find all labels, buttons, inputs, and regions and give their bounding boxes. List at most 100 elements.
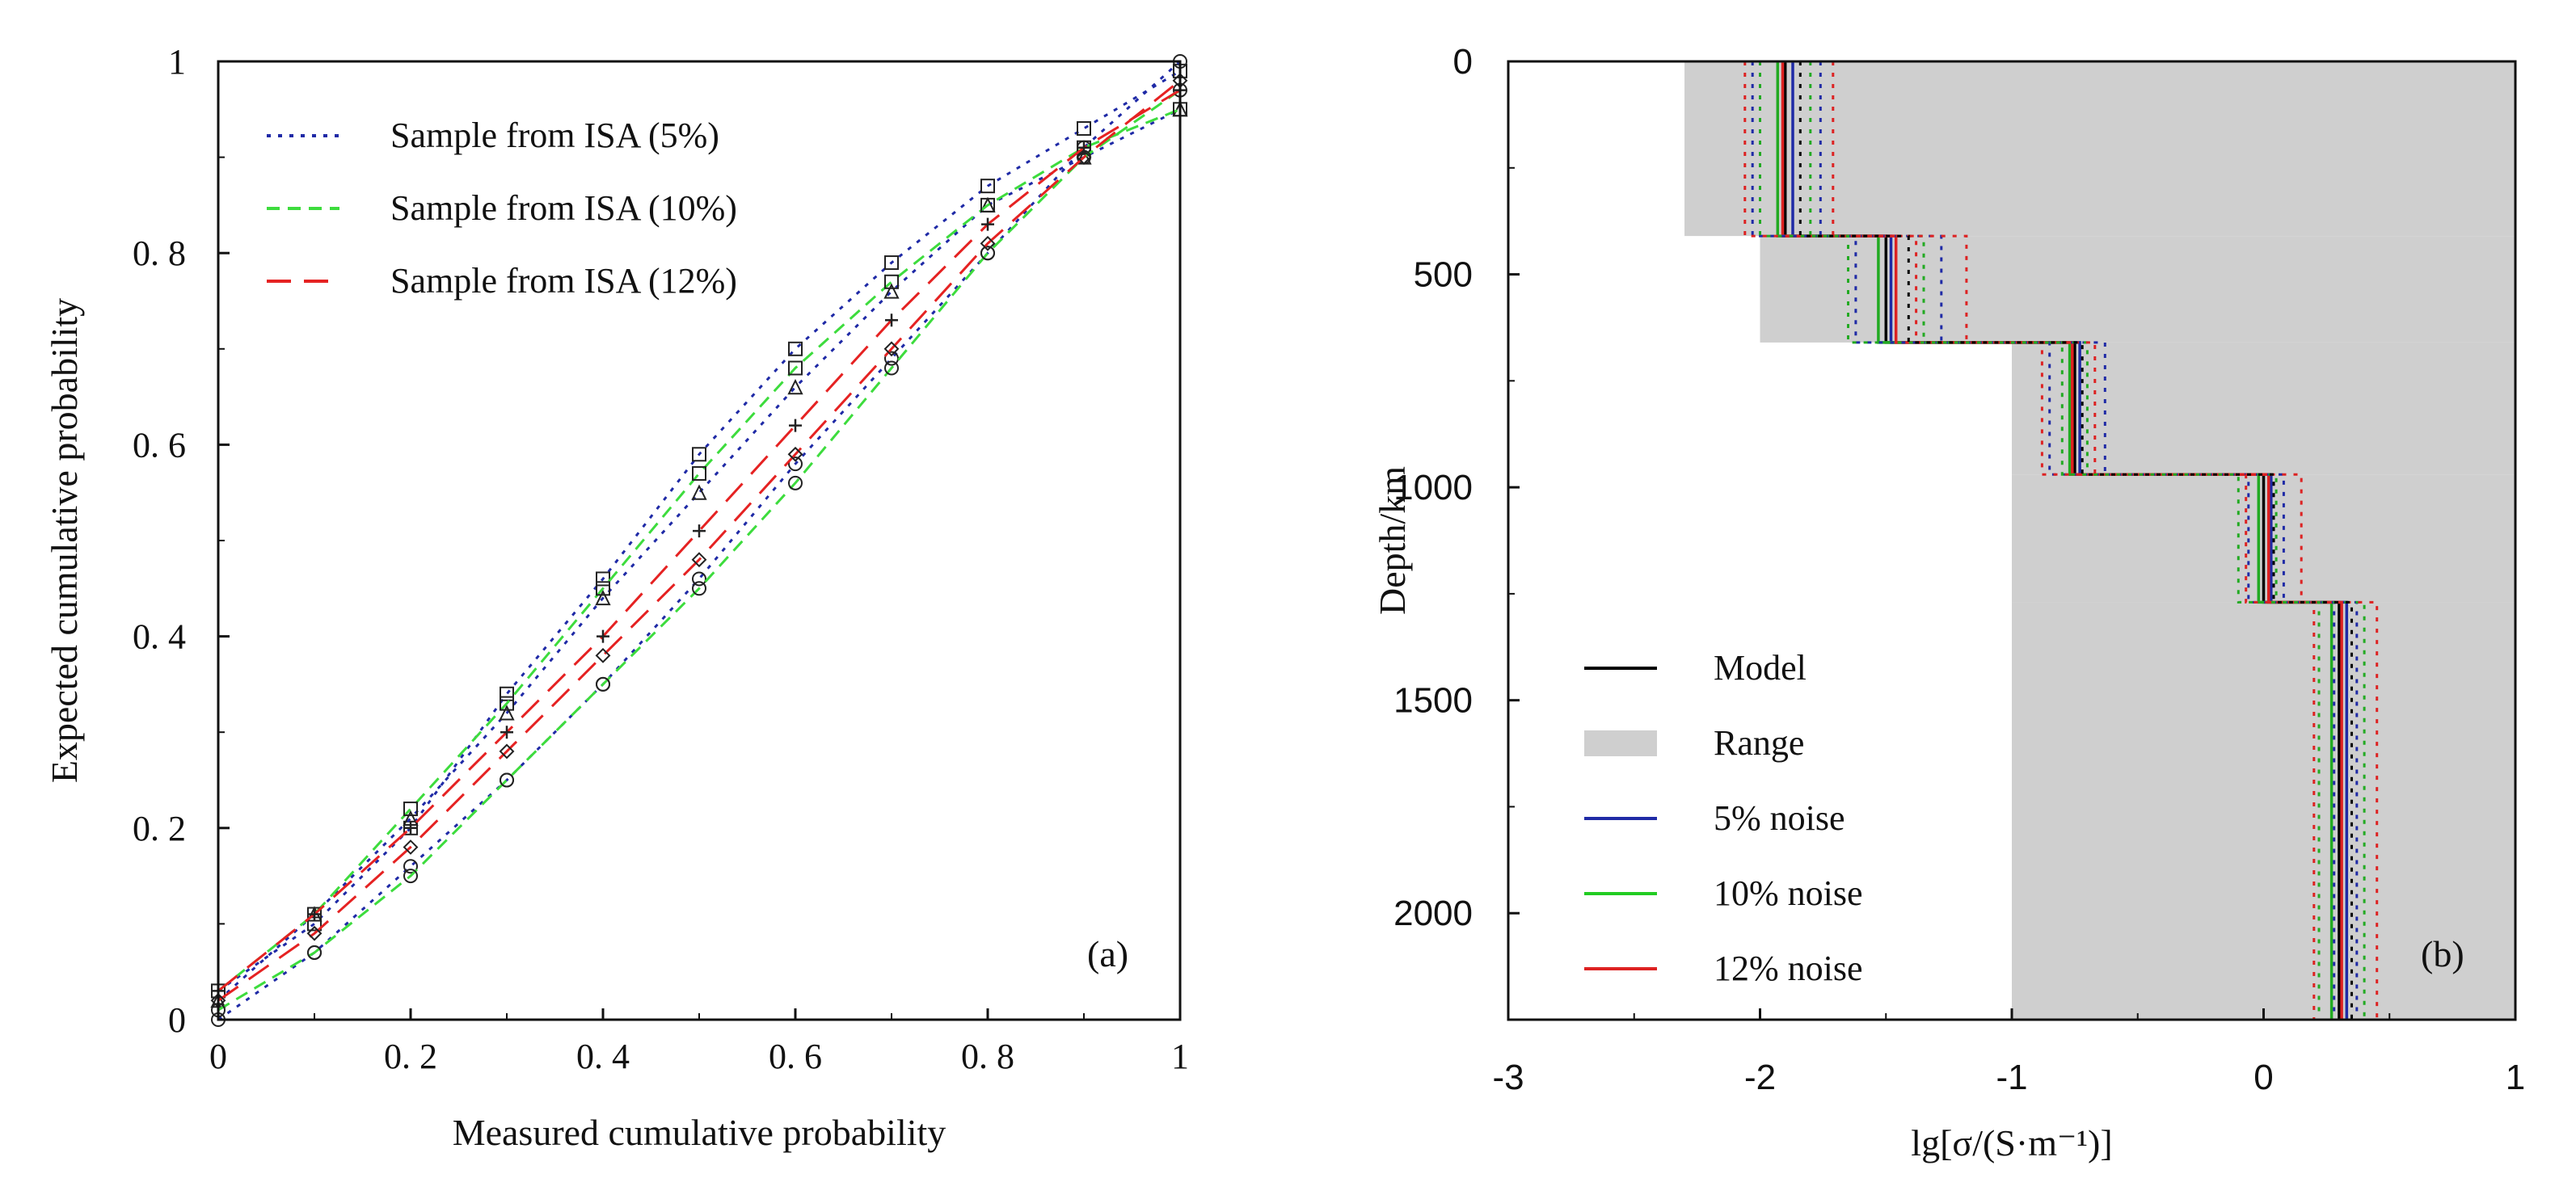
a-data-point [787,379,803,395]
a-series-line [217,69,1181,992]
a-x-tick-label: 0. 6 [769,1037,822,1076]
a-series-group [210,54,1188,1027]
a-series-line [217,107,1181,1002]
a-data-point [883,341,900,357]
b-y-tick-label: 500 [1414,255,1473,295]
b-profile-line [1809,61,2366,1020]
a-data-point [883,283,900,299]
b-range-layer [2012,342,2515,475]
b-profile-line [1759,61,2321,1020]
b-legend-entry: 10% noise [1714,873,1863,913]
a-x-tick-label: 1 [1171,1037,1189,1076]
a-data-point [789,419,802,432]
a-x-tick-label: 0. 8 [961,1037,1014,1076]
b-range-layer [2012,602,2515,1020]
a-data-point [692,465,706,481]
b-x-axis-label: lg[σ/(S·m⁻¹)] [1911,1122,2112,1163]
a-data-point [692,581,706,596]
b-legend-entry: 12% noise [1714,949,1863,988]
b-y-tick-label: 0 [1453,42,1473,82]
a-data-point [403,869,418,884]
a-data-point [1077,121,1091,137]
a-data-point [404,821,417,835]
a-y-tick-label: 0. 4 [133,617,186,657]
a-data-point [500,686,514,701]
panel-b: -3 -2 -1 0 1 0 500 1000 1500 2000 Model Range 5% no… [1372,42,2525,1163]
a-y-tick-label: 1 [168,42,186,82]
b-x-tick-label: -2 [1744,1058,1776,1097]
a-y-axis-label: Expected cumulative probability [44,298,85,783]
a-data-point [500,696,514,711]
a-panel-label: (a) [1087,933,1128,974]
b-range-layer [1684,61,2515,237]
a-y-tick-label: 0. 6 [133,425,186,465]
b-series-group [1743,61,2379,1020]
a-data-point [500,772,514,788]
a-y-tick-label: 0. 2 [133,809,186,848]
a-data-point [884,360,899,376]
a-series-line [217,89,1181,1012]
a-data-point [403,859,418,874]
a-data-point [884,255,899,271]
b-x-tick-label: -3 [1492,1058,1524,1097]
a-data-point [691,484,707,500]
a-data-point [980,179,995,194]
a-data-point [693,524,706,538]
a-data-point [885,313,898,327]
a-data-point [788,341,803,356]
a-axes: 0 0. 2 0. 4 0. 6 0. 8 1 0 0. 2 0. 4 0. 6 0. 8 1 [133,42,1189,1076]
a-data-point [499,743,515,759]
a-data-point [788,457,803,472]
b-legend: Model Range 5% noise 10% noise 12% noise [1584,648,1863,988]
a-data-point [403,802,418,817]
a-x-axis-label: Measured cumulative probability [453,1112,947,1153]
a-series-line [217,107,1181,992]
a-data-point [596,676,610,692]
a-data-point [500,726,513,739]
a-data-point [595,647,611,663]
a-legend-entry: Sample from ISA (12%) [390,261,737,301]
a-data-point [884,274,899,289]
a-data-point [787,446,803,462]
a-data-point [980,246,995,261]
a-y-tick-label: 0. 8 [133,234,186,273]
a-data-point [692,571,706,587]
b-y-tick-label: 2000 [1393,894,1473,933]
a-x-tick-label: 0 [209,1037,227,1076]
a-data-point [1076,149,1092,166]
b-y-tick-label: 1500 [1393,681,1473,721]
a-x-tick-label: 0. 2 [384,1037,437,1076]
b-legend-entry: 5% noise [1714,798,1845,838]
a-series-line [217,89,1181,992]
a-data-point [980,235,996,251]
b-x-tick-label: 0 [2253,1058,2273,1097]
b-x-tick-label: 1 [2506,1058,2525,1097]
b-profile-line [1798,61,2353,1020]
a-data-point [306,925,323,941]
b-legend-swatch [1584,730,1657,756]
a-data-point [788,360,803,376]
b-y-axis-label: Depth/km [1372,466,1413,615]
a-x-tick-label: 0. 4 [576,1037,630,1076]
a-data-point [499,705,515,721]
a-legend-entry: Sample from ISA (10%) [390,188,737,228]
a-data-point [308,907,321,921]
a-data-point [596,581,610,596]
a-data-point [980,197,995,212]
b-x-tick-label: -1 [1996,1058,2027,1097]
a-legend-entry: Sample from ISA (5%) [390,116,719,155]
a-legend: Sample from ISA (5%) Sample from ISA (10%… [267,116,737,301]
a-data-point [692,447,706,462]
b-panel-label: (b) [2421,933,2464,974]
a-data-point [1077,141,1090,154]
b-legend-entry: Range [1714,723,1804,763]
b-y-tick-label: 1000 [1393,468,1473,507]
a-data-point [597,629,609,643]
panel-a: 0 0. 2 0. 4 0. 6 0. 8 1 0 0. 2 0. 4 0. 6 0. 8 1 Sam… [44,42,1189,1153]
b-legend-entry: Model [1714,648,1807,688]
a-series-line [217,79,1181,1002]
a-data-point [307,945,322,960]
a-data-point [981,217,994,231]
a-data-point [595,589,611,606]
